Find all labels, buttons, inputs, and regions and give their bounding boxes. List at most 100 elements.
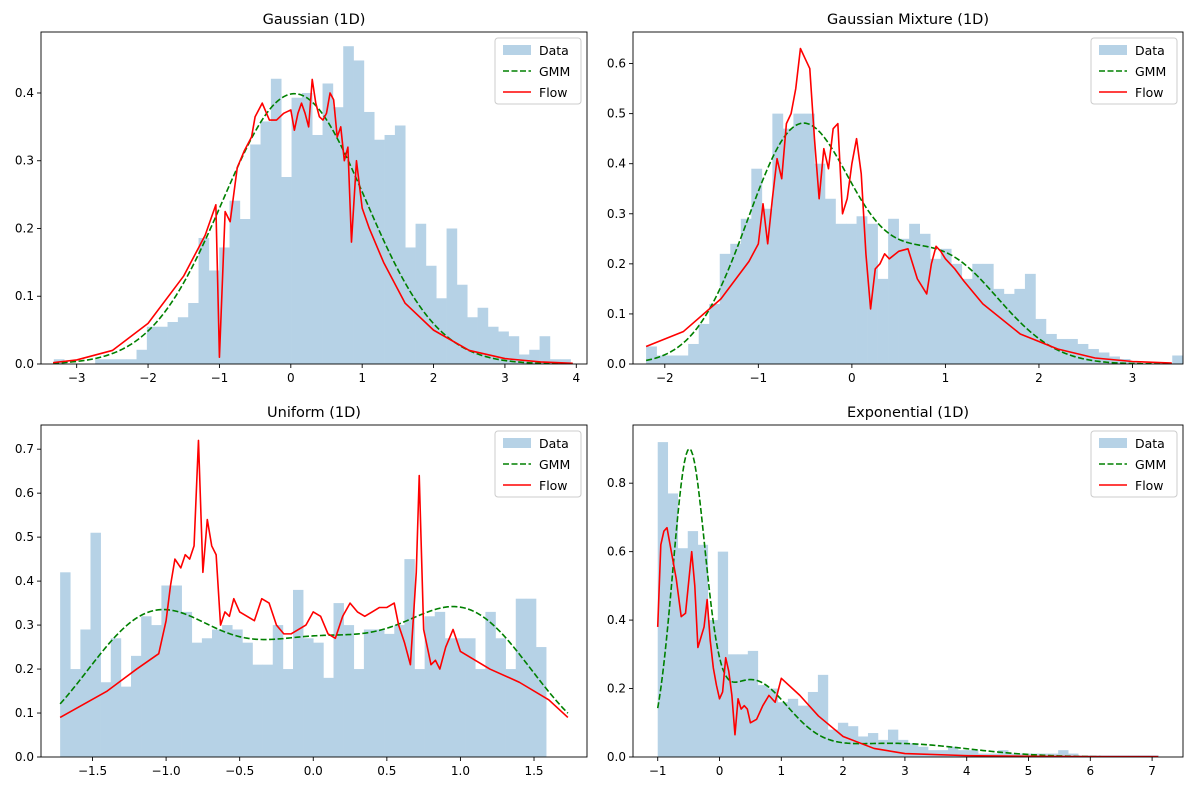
hist-bar xyxy=(677,548,689,757)
hist-bar xyxy=(525,598,537,757)
x-tick-label: −2 xyxy=(139,371,157,385)
legend-swatch-data xyxy=(503,45,531,55)
hist-bar xyxy=(70,669,81,757)
hist-bar xyxy=(105,359,117,364)
flow-line xyxy=(645,47,1172,364)
hist-bar xyxy=(281,176,292,364)
hist-bar xyxy=(807,691,819,757)
hist-bar xyxy=(687,531,699,757)
hist-bar xyxy=(549,359,561,364)
legend: Data GMM Flow xyxy=(1090,37,1178,105)
legend: Data GMM Flow xyxy=(494,37,582,105)
hist-bar xyxy=(322,83,334,364)
hist-bar xyxy=(518,354,530,364)
x-tick-label: 2 xyxy=(839,764,847,778)
hist-bar xyxy=(928,750,939,757)
gmm-line xyxy=(53,92,573,364)
y-tick-label: 0.0 xyxy=(15,750,34,764)
hist-bar xyxy=(394,625,405,757)
hist-bar xyxy=(767,688,779,757)
hist-bar xyxy=(657,442,669,757)
hist-bar xyxy=(951,263,963,364)
x-axis: −1 0 1 2 3 4 5 6 7 xyxy=(649,757,1156,778)
hist-bar xyxy=(837,722,849,757)
hist-bar xyxy=(824,198,836,364)
hist-bar xyxy=(1067,338,1078,364)
y-tick-label: 0.1 xyxy=(15,289,34,303)
hist-bar xyxy=(847,726,859,757)
hist-bar xyxy=(312,134,323,364)
hist-bar xyxy=(405,247,416,364)
hist-bar xyxy=(282,669,294,757)
hist-bar xyxy=(120,686,132,757)
axes-frame xyxy=(40,31,588,365)
hist-bar xyxy=(1172,355,1183,364)
hist-bar xyxy=(677,355,689,364)
hist-bar xyxy=(293,589,304,757)
chart-panel-2: −2 −1 0 1 2 3 0.0 0.1 0.2 0.3 0.4 0.5 0.6 Gaussian Mi… xyxy=(607,12,1184,385)
x-tick-label: 1.0 xyxy=(451,764,470,778)
hist-bar xyxy=(529,349,540,364)
y-tick-label: 0.0 xyxy=(607,750,626,764)
x-tick-label: −0.5 xyxy=(225,764,254,778)
hist-bar xyxy=(717,551,729,757)
hist-bar xyxy=(171,585,182,757)
legend-label-data: Data xyxy=(1135,43,1165,58)
hist-bar xyxy=(222,625,233,757)
x-tick-label: 5 xyxy=(1025,764,1033,778)
hist-bar xyxy=(919,233,931,364)
hist-bar xyxy=(508,336,520,364)
x-tick-label: −2 xyxy=(656,371,674,385)
hist-bar xyxy=(972,263,984,364)
legend-label-data: Data xyxy=(539,436,569,451)
hist-bar xyxy=(146,326,158,364)
hist-bar xyxy=(1024,273,1036,364)
hist-bar xyxy=(505,669,517,757)
hist-bar xyxy=(730,243,742,364)
hist-bar xyxy=(323,677,334,757)
hist-bar xyxy=(384,134,396,364)
hist-bar xyxy=(495,638,506,757)
hist-bar xyxy=(239,219,251,364)
x-tick-label: 2 xyxy=(1035,371,1043,385)
hist-bar xyxy=(930,258,942,364)
legend-swatch-data xyxy=(1099,45,1127,55)
hist-bar xyxy=(747,650,759,757)
gmm-line xyxy=(645,122,1172,364)
legend-label-data: Data xyxy=(1135,436,1165,451)
hist-bar xyxy=(485,611,496,757)
hist-bar xyxy=(181,611,193,757)
hist-bar xyxy=(958,750,969,757)
hist-bar xyxy=(1056,338,1068,364)
hist-bar xyxy=(332,107,344,364)
hist-bar xyxy=(188,303,199,364)
hist-bar xyxy=(260,121,272,364)
hist-bar xyxy=(198,237,210,364)
x-tick-label: −1.0 xyxy=(152,764,181,778)
hist-bar xyxy=(787,698,799,757)
hist-bar xyxy=(940,248,952,364)
hist-bar xyxy=(141,616,152,757)
y-tick-label: 0.6 xyxy=(607,545,626,559)
hist-bar xyxy=(126,359,137,364)
hist-bar xyxy=(414,669,425,757)
hist-bar xyxy=(201,638,213,757)
hist-bar xyxy=(333,603,344,757)
hist-bar xyxy=(536,647,547,757)
hist-bar xyxy=(709,303,721,364)
hist-bar xyxy=(353,60,365,364)
axes-frame xyxy=(632,31,1184,365)
hist-bar xyxy=(737,654,749,757)
chart-title: Exponential (1D) xyxy=(847,405,969,421)
hist-bar xyxy=(560,359,571,364)
x-tick-label: 1 xyxy=(777,764,785,778)
legend-label-gmm: GMM xyxy=(539,64,570,79)
y-tick-label: 0.2 xyxy=(607,682,626,696)
histogram-bars xyxy=(60,532,547,757)
y-tick-label: 0.5 xyxy=(15,530,34,544)
hist-bar xyxy=(1045,333,1057,364)
chart-panel-4: −1 0 1 2 3 4 5 6 7 0.0 0.2 0.4 0.6 0.8 Exponential (1D… xyxy=(607,405,1184,778)
hist-bar xyxy=(80,629,91,757)
hist-bar xyxy=(415,223,427,364)
chart-panel-1: −3 −2 −1 0 1 2 3 4 0.0 0.1 0.2 0.3 0.4 Gaussian (1D) D… xyxy=(15,12,588,385)
